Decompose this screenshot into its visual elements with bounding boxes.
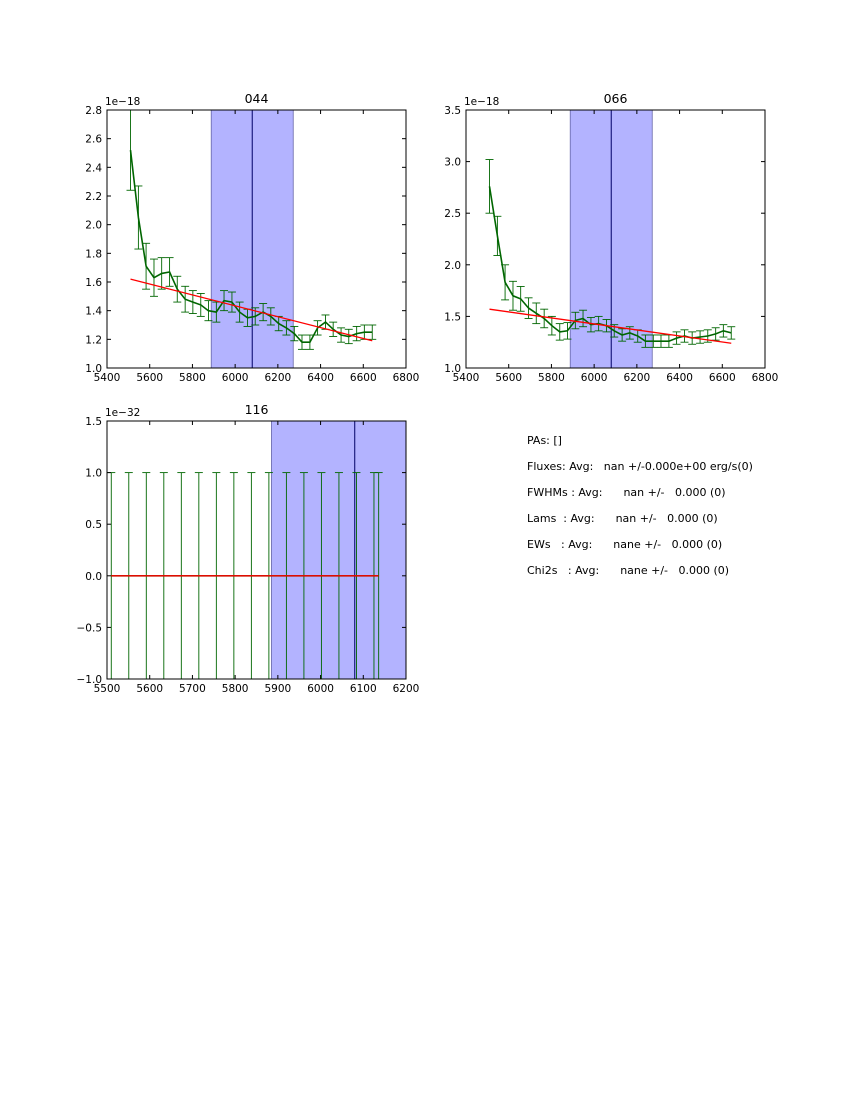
x-tick-label: 5400 (94, 372, 121, 384)
y-tick-label: 3.5 (444, 105, 461, 117)
y-tick-label: 2.8 (85, 105, 102, 117)
summary-ews: EWs : Avg: nane +/- 0.000 (0) (527, 538, 723, 551)
plot-area (485, 159, 736, 348)
scale-label: 1e−18 (105, 96, 140, 108)
y-tick-label: 1.6 (85, 277, 102, 289)
x-tick-label: 6800 (393, 372, 420, 384)
y-tick-label: 2.5 (444, 208, 461, 220)
y-tick-label: 1.0 (444, 363, 461, 375)
chart-title: 066 (604, 91, 628, 106)
x-tick-label: 6000 (581, 372, 608, 384)
x-tick-label: 6000 (222, 372, 249, 384)
y-tick-label: 1.5 (444, 311, 461, 323)
axes-frame (465, 109, 766, 369)
y-tick-label: 2.0 (444, 260, 461, 272)
axes-frame (106, 420, 407, 680)
x-tick-label: 6400 (307, 372, 334, 384)
axes-frame (106, 109, 407, 369)
summary-fluxes: Fluxes: Avg: nan +/-0.000e+00 erg/s(0) (527, 460, 753, 473)
x-tick-label: 6200 (623, 372, 650, 384)
y-tick-label: −1.0 (77, 674, 103, 686)
panel-116: 5500 5600 5700 5800 5900 6000 6100 6200 −1.0 −0.5… (77, 402, 420, 695)
x-tick-label: 6200 (393, 683, 420, 695)
y-tick-label: 0.0 (85, 571, 102, 583)
fit-line (130, 278, 373, 342)
x-tick-label: 6000 (307, 683, 334, 695)
x-tick-label: 6400 (666, 372, 693, 384)
spectrum-line (129, 150, 373, 344)
x-tick-label: 5400 (453, 372, 480, 384)
x-tick-label: 5600 (136, 372, 163, 384)
y-tick-label: 1.8 (85, 248, 102, 260)
y-tick-label: 2.2 (85, 191, 102, 203)
x-tick-label: 5800 (179, 372, 206, 384)
y-tick-label: 2.4 (85, 162, 102, 174)
summary-chi2s: Chi2s : Avg: nane +/- 0.000 (0) (527, 564, 730, 577)
x-tick-label: 5900 (264, 683, 291, 695)
x-tick-label: 6600 (350, 372, 377, 384)
y-tick-label: 1.0 (85, 468, 102, 480)
scale-label: 1e−18 (464, 96, 499, 108)
summary-lams: Lams : Avg: nan +/- 0.000 (0) (527, 512, 718, 525)
fit-line (489, 308, 732, 344)
x-tick-label: 6600 (709, 372, 736, 384)
x-tick-label: 5600 (495, 372, 522, 384)
fit-summary: PAs: [] Fluxes: Avg: nan +/-0.000e+00 er… (527, 434, 753, 590)
y-tick-label: −0.5 (77, 622, 103, 634)
x-tick-label: 5800 (538, 372, 565, 384)
x-tick-label: 5500 (94, 683, 121, 695)
chart-title: 044 (245, 91, 269, 106)
x-tick-label: 6100 (350, 683, 377, 695)
x-tick-label: 6200 (264, 372, 291, 384)
y-tick-label: 3.0 (444, 157, 461, 169)
plot-area (126, 110, 377, 350)
y-tick-label: 2.0 (85, 220, 102, 232)
x-tick-label: 5700 (179, 683, 206, 695)
summary-pas: PAs: [] (527, 434, 562, 447)
y-tick-label: 1.0 (85, 363, 102, 375)
scale-label: 1e−32 (105, 407, 140, 419)
y-tick-label: 0.5 (85, 519, 102, 531)
panel-044: 5400 5600 5800 6000 6200 6400 6600 6800 1.0 1.2 1.… (85, 91, 419, 384)
y-tick-label: 1.5 (85, 416, 102, 428)
y-tick-label: 1.4 (85, 306, 102, 318)
panel-066: 5400 5600 5800 6000 6200 6400 6600 6800 1.0 1.5 2.… (444, 91, 778, 384)
y-tick-label: 1.2 (85, 334, 102, 346)
plot-area (107, 472, 383, 679)
x-tick-label: 5800 (222, 683, 249, 695)
x-tick-label: 5600 (136, 683, 163, 695)
summary-fwhms: FWHMs : Avg: nan +/- 0.000 (0) (527, 486, 726, 499)
y-tick-label: 2.6 (85, 134, 102, 146)
x-tick-label: 6800 (752, 372, 779, 384)
chart-title: 116 (245, 402, 269, 417)
